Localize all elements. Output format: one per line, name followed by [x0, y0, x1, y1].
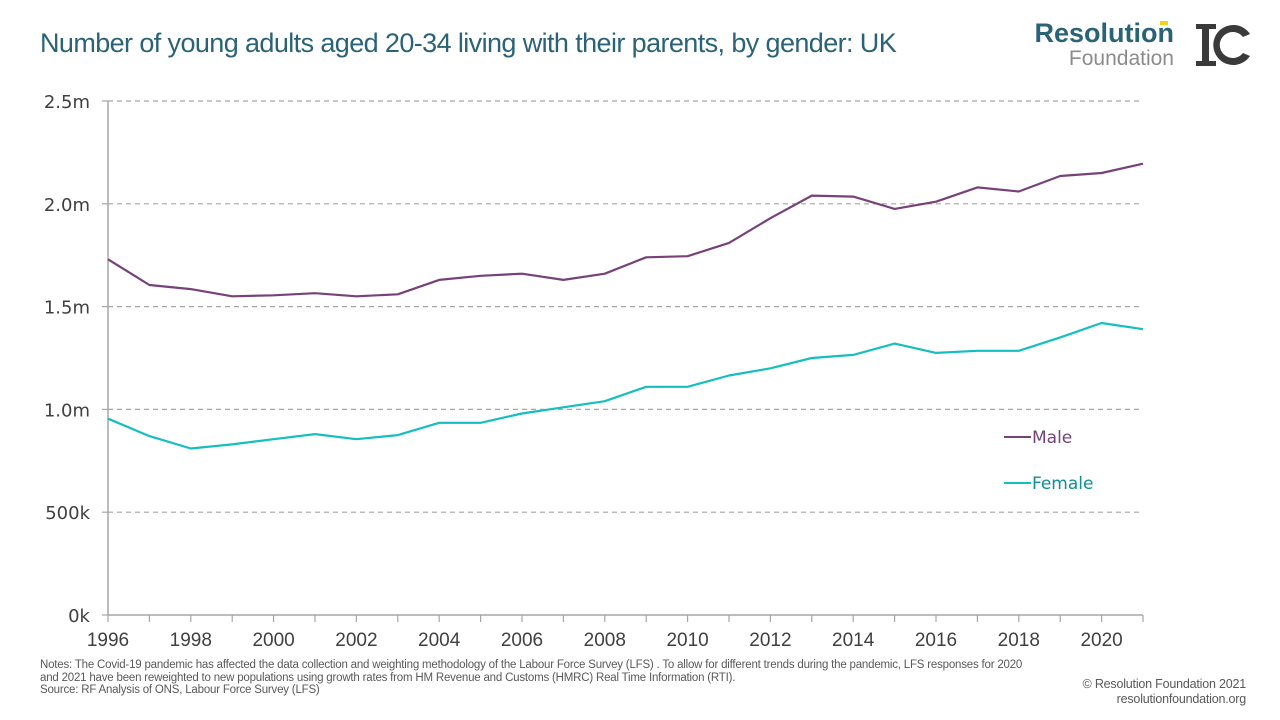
- x-tick-label: 2014: [832, 630, 875, 651]
- x-tick-label: 2020: [1080, 630, 1122, 651]
- ic-monogram-icon: [1196, 24, 1250, 66]
- gridlines: [108, 100, 1143, 513]
- x-tick-label: 1996: [87, 630, 129, 651]
- series-line-female: [107, 321, 1144, 450]
- chart-title: Number of young adults aged 20-34 living…: [40, 28, 897, 58]
- y-tick-label: 2.5m: [44, 92, 90, 113]
- x-tick-label: 2002: [335, 630, 377, 651]
- y-axis-ticks: 0k 500k 1.0m 1.5m 2.0m 2.5m: [44, 92, 108, 627]
- x-tick-label: 2016: [915, 630, 957, 651]
- y-tick-label: 500k: [45, 503, 90, 524]
- legend-label-female: Female: [1032, 474, 1093, 494]
- y-tick-label: 0k: [68, 606, 90, 627]
- notes-text: Notes: The Covid-19 pandemic has affecte…: [40, 659, 1023, 684]
- legend: Male Female: [1004, 428, 1093, 494]
- y-tick-label: 1.5m: [44, 298, 90, 319]
- x-tick-label: 2008: [584, 630, 626, 651]
- x-axis-ticks: 1996 1998 2000 2002 2004 2006 2008 2010 2012 2014…: [87, 615, 1144, 651]
- resolution-foundation-logo: Resolution Foundation: [1035, 20, 1175, 70]
- x-tick-label: 1998: [170, 630, 212, 651]
- x-tick-label: 2018: [998, 630, 1040, 651]
- logo-line1-text: Resolution: [1034, 18, 1175, 48]
- x-tick-label: 2010: [666, 630, 708, 651]
- y-tick-label: 2.0m: [44, 195, 90, 216]
- logo-line1: Resolution: [1035, 20, 1175, 47]
- copyright-text: © Resolution Foundation 2021: [1082, 677, 1247, 691]
- series-line-male: [107, 162, 1144, 298]
- series-lines: [107, 162, 1144, 450]
- legend-label-male: Male: [1032, 428, 1072, 448]
- x-tick-label: 2004: [418, 630, 461, 651]
- y-tick-label: 1.0m: [44, 400, 90, 421]
- x-tick-label: 2006: [501, 630, 543, 651]
- copyright-block: © Resolution Foundation 2021 resolutionf…: [1082, 677, 1247, 707]
- logo-line2: Foundation: [1068, 47, 1174, 70]
- x-tick-label: 2000: [252, 630, 294, 651]
- source-text: Source: RF Analysis of ONS, Labour Force…: [40, 684, 320, 696]
- logo-accent-mark: [1160, 21, 1168, 25]
- x-tick-label: 2012: [749, 630, 791, 651]
- chart-notes: Notes: The Covid-19 pandemic has affecte…: [40, 659, 1030, 697]
- website-link[interactable]: resolutionfoundation.org: [1116, 692, 1247, 706]
